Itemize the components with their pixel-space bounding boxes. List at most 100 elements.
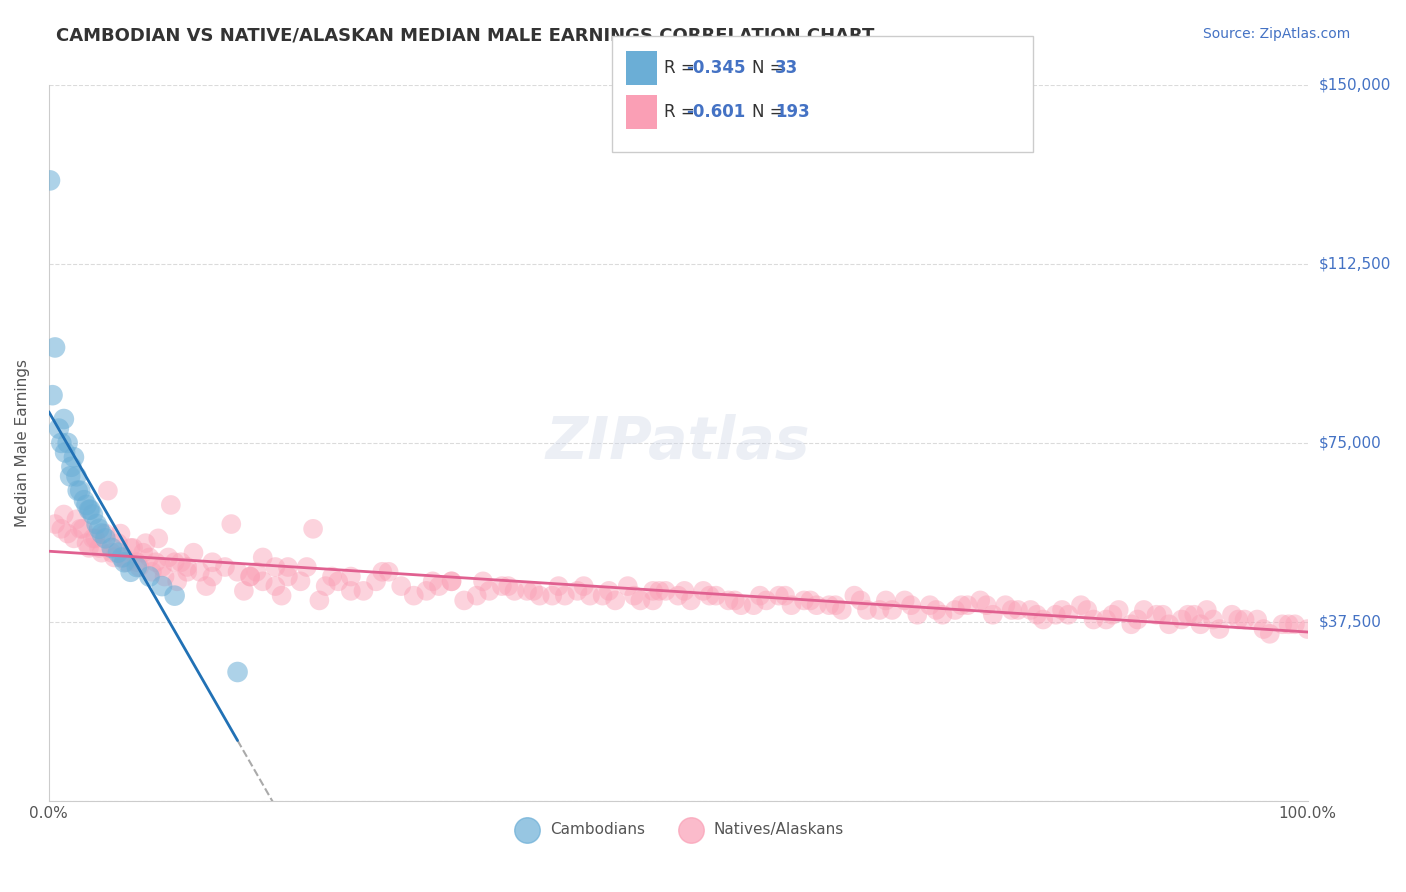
Point xyxy=(402,589,425,603)
Point xyxy=(1284,617,1306,632)
Point xyxy=(547,579,569,593)
Point xyxy=(724,593,747,607)
Point xyxy=(39,173,62,187)
Point xyxy=(120,565,142,579)
Point xyxy=(73,493,96,508)
Point xyxy=(132,546,155,560)
Point xyxy=(100,546,122,560)
Text: $75,000: $75,000 xyxy=(1319,435,1381,450)
Point xyxy=(153,569,176,583)
Point xyxy=(1157,617,1180,632)
Point xyxy=(60,459,83,474)
Text: -0.601: -0.601 xyxy=(686,103,745,121)
Point xyxy=(579,589,602,603)
Point xyxy=(818,598,841,612)
Point xyxy=(628,593,651,607)
Point xyxy=(77,541,100,555)
Point xyxy=(111,550,134,565)
Point xyxy=(472,574,495,589)
Point xyxy=(1083,613,1105,627)
Point xyxy=(277,560,299,574)
Text: N =: N = xyxy=(752,103,789,121)
Point xyxy=(125,560,148,574)
Point xyxy=(893,593,915,607)
Point xyxy=(641,583,664,598)
Point xyxy=(799,593,821,607)
Point xyxy=(340,583,363,598)
Point xyxy=(63,450,86,465)
Point xyxy=(1045,607,1067,622)
Point xyxy=(328,574,350,589)
Point xyxy=(252,574,274,589)
Point xyxy=(226,565,249,579)
Point xyxy=(87,522,110,536)
Point xyxy=(183,546,205,560)
Point xyxy=(925,603,948,617)
Point xyxy=(793,593,815,607)
Point xyxy=(79,502,101,516)
Text: 33: 33 xyxy=(775,59,799,77)
Point xyxy=(1189,617,1212,632)
Point xyxy=(1170,613,1192,627)
Text: Source: ZipAtlas.com: Source: ZipAtlas.com xyxy=(1202,27,1350,41)
Text: R =: R = xyxy=(664,103,700,121)
Point xyxy=(976,598,998,612)
Text: N =: N = xyxy=(752,59,789,77)
Point xyxy=(856,603,879,617)
Point xyxy=(295,560,318,574)
Point xyxy=(730,598,752,612)
Point xyxy=(943,603,966,617)
Point xyxy=(52,412,75,426)
Point xyxy=(956,598,979,612)
Point xyxy=(141,565,163,579)
Point xyxy=(239,569,262,583)
Point xyxy=(308,593,330,607)
Point xyxy=(679,593,702,607)
Point xyxy=(1296,622,1319,636)
Point xyxy=(648,583,671,598)
Point xyxy=(115,555,138,569)
Point xyxy=(440,574,463,589)
Point xyxy=(496,579,519,593)
Point xyxy=(717,593,740,607)
Point xyxy=(128,560,150,574)
Point xyxy=(1032,613,1054,627)
Point xyxy=(107,546,129,560)
Point xyxy=(150,560,173,574)
Point xyxy=(1001,603,1024,617)
Point xyxy=(572,579,595,593)
Point xyxy=(617,579,640,593)
Point xyxy=(503,583,526,598)
Point xyxy=(163,555,186,569)
Point xyxy=(529,589,551,603)
Point xyxy=(76,536,98,550)
Point xyxy=(1227,613,1250,627)
Point xyxy=(72,522,94,536)
Point xyxy=(1208,622,1230,636)
Point xyxy=(969,593,991,607)
Point xyxy=(176,565,198,579)
Point xyxy=(112,550,135,565)
Point xyxy=(53,445,76,459)
Point xyxy=(290,574,312,589)
Point xyxy=(90,546,112,560)
Point xyxy=(554,589,576,603)
Point xyxy=(232,583,254,598)
Point xyxy=(704,589,727,603)
Point xyxy=(869,603,891,617)
Point xyxy=(264,579,287,593)
Point xyxy=(315,579,337,593)
Point xyxy=(1057,607,1080,622)
Text: 193: 193 xyxy=(775,103,810,121)
Point xyxy=(87,541,110,555)
Point xyxy=(1101,607,1123,622)
Point xyxy=(1019,603,1042,617)
Point xyxy=(673,583,696,598)
Point xyxy=(780,598,803,612)
Point xyxy=(768,589,790,603)
Y-axis label: Median Male Earnings: Median Male Earnings xyxy=(15,359,30,527)
Point xyxy=(226,665,249,679)
Text: $112,500: $112,500 xyxy=(1319,256,1391,271)
Point xyxy=(195,579,218,593)
Point xyxy=(1126,613,1149,627)
